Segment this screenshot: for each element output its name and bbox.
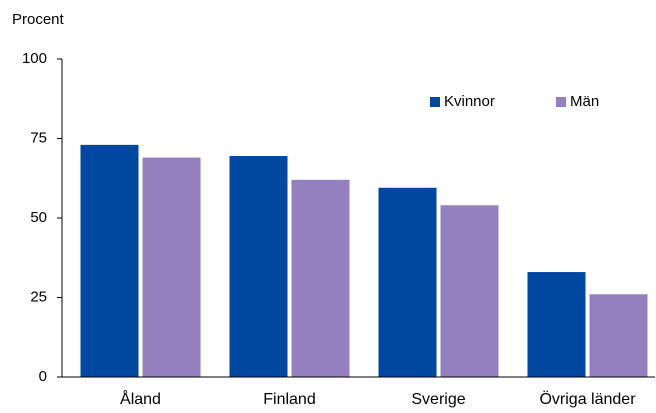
y-tick-label: 50 [30,209,47,226]
legend-label: Män [570,93,599,110]
bar [291,179,350,377]
legend-swatch [430,97,440,107]
y-tick-label: 100 [22,50,47,67]
bar [440,205,499,377]
y-tick-label: 25 [30,288,47,305]
bar [80,144,139,377]
bar [527,272,586,377]
bar [142,157,201,377]
y-tick-label: 0 [39,368,47,385]
x-tick-label: Finland [263,391,315,408]
bar [589,294,648,377]
legend-swatch [556,97,566,107]
bar [229,155,288,377]
bar [378,187,437,377]
x-tick-label: Sverige [411,391,465,408]
y-axis-label: Procent [12,11,65,28]
x-tick-label: Åland [120,389,161,408]
x-tick-label: Övriga länder [539,390,636,408]
legend-label: Kvinnor [444,93,495,110]
y-tick-label: 75 [30,129,47,146]
